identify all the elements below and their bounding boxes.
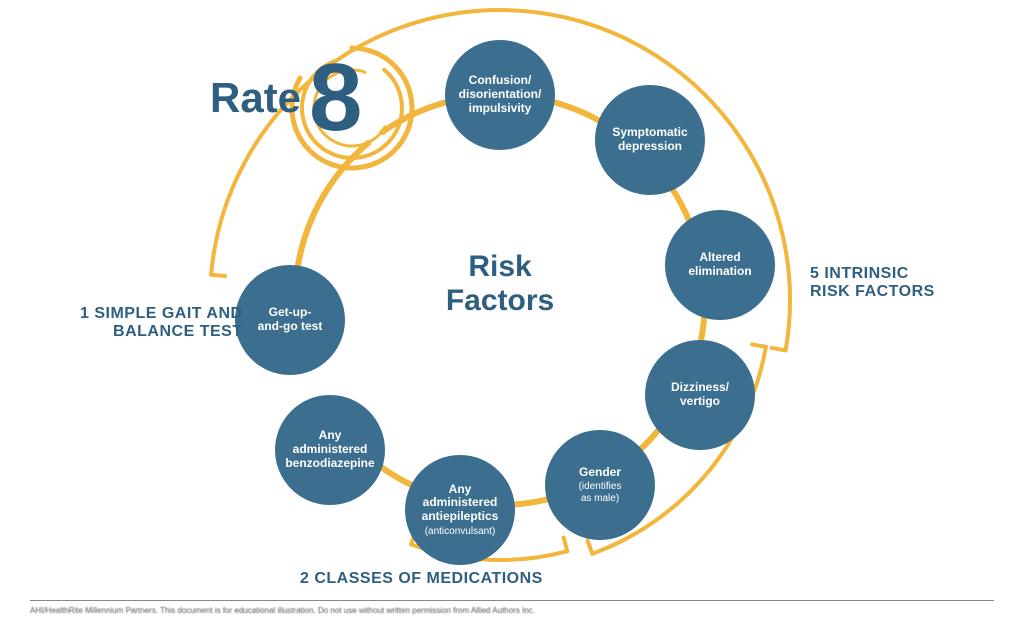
node-benzo: Anyadministeredbenzodiazepine bbox=[275, 395, 385, 505]
diagram-stage: Rate 8 Risk Factors Confusion/disorienta… bbox=[0, 0, 1024, 622]
center-line1: Risk bbox=[468, 250, 531, 283]
rate-block: Rate 8 bbox=[210, 60, 362, 137]
node-elimination: Alteredelimination bbox=[665, 210, 775, 320]
center-title: Risk Factors bbox=[420, 250, 580, 318]
rate-word: Rate bbox=[210, 74, 301, 122]
node-depression: Symptomaticdepression bbox=[595, 85, 705, 195]
center-line2: Factors bbox=[446, 284, 554, 317]
node-dizziness: Dizziness/vertigo bbox=[645, 340, 755, 450]
node-confusion: Confusion/disorientation/impulsivity bbox=[445, 40, 555, 150]
node-getupgo: Get-up-and-go test bbox=[235, 265, 345, 375]
label-intrinsic: 5 INTRINSIC RISK FACTORS bbox=[810, 265, 935, 301]
node-gender: Gender(identifiesas male) bbox=[545, 430, 655, 540]
label-medications: 2 CLASSES OF MEDICATIONS bbox=[300, 570, 543, 588]
footer-text: AHI/HealthRite Millennium Partners. This… bbox=[30, 606, 535, 615]
node-antiepileptics: Anyadministeredantiepileptics(anticonvul… bbox=[405, 455, 515, 565]
footer-rule bbox=[30, 600, 994, 601]
label-gait: 1 SIMPLE GAIT AND BALANCE TEST bbox=[80, 305, 243, 341]
rate-number: 8 bbox=[309, 60, 362, 137]
